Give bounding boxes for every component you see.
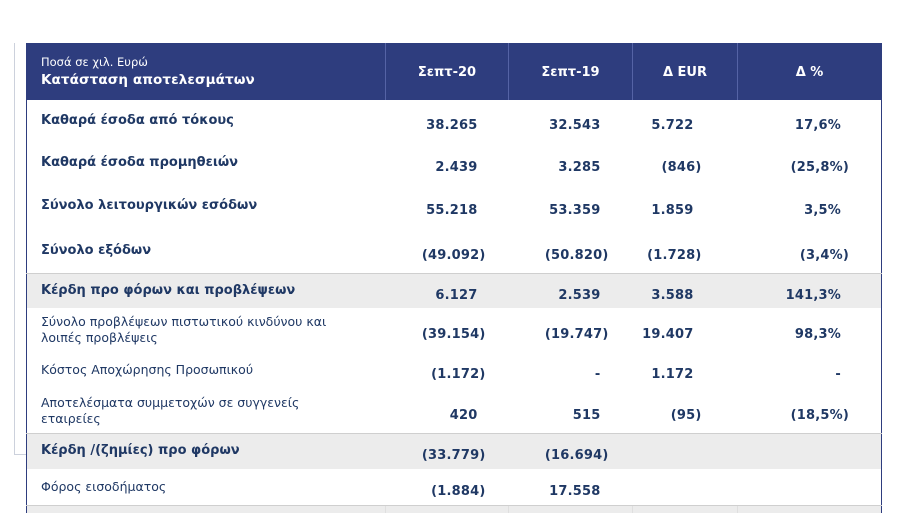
income-statement-table: Ποσά σε χιλ. Ευρώ Κατάσταση αποτελεσμάτω… [26, 43, 882, 513]
value-cell: 2.539 [508, 273, 633, 308]
table-row: Καθαρά έσοδα από τόκους 38.265 32.543 5.… [27, 100, 882, 142]
value-cell: (35.664) [385, 505, 509, 513]
value-cell [737, 433, 882, 469]
row-label: Σύνολο λειτουργικών εσόδων [41, 198, 258, 214]
row-label: Καθαρά έσοδα από τόκους [41, 112, 234, 128]
value-cell: (1.172) [431, 367, 486, 382]
table-row: Κέρδη /(ζημίες) προ φόρων (33.779) (16.6… [26, 433, 882, 469]
value-cell: 53.359 [549, 203, 601, 218]
row-label: Σύνολο προβλέψεων πιστωτικού κινδύνου κα… [41, 313, 327, 345]
column-header-delta-pct: Δ % [737, 43, 882, 100]
value-cell: (39.154) [421, 326, 486, 342]
value-cell: 5.722 [651, 117, 694, 133]
column-header-sept-20: Σεπτ-20 [385, 43, 509, 100]
value-cell [737, 505, 882, 513]
value-cell: 17.558 [549, 483, 601, 499]
row-label: Κόστος Αποχώρησης Προσωπικού [41, 362, 254, 378]
table-title: Κατάσταση αποτελεσμάτων [41, 72, 255, 88]
value-cell: 515 [572, 407, 601, 423]
value-cell: (33.779) [385, 433, 509, 469]
value-cell: (19.747) [544, 326, 609, 342]
table-row: Καθαρά έσοδα προμηθειών 2.439 3.285 (846… [27, 142, 882, 184]
value-cell: 55.218 [426, 203, 478, 218]
value-cell: 2.439 [435, 159, 478, 175]
value-cell [632, 505, 738, 513]
value-cell: 3,5% [804, 203, 841, 218]
value-cell: (95) [670, 407, 702, 423]
value-cell: 3.588 [632, 273, 738, 308]
value-cell: (1.728) [647, 247, 702, 263]
value-cell: (50.820) [544, 247, 609, 263]
row-label: Σύνολο εξόδων [41, 242, 152, 258]
value-cell [632, 433, 738, 469]
value-cell: 17,6% [794, 117, 841, 133]
row-label: Κέρδη προ φόρων και προβλέψεων [26, 273, 386, 308]
table-row: Κέρδη προ φόρων και προβλέψεων 6.127 2.5… [26, 273, 882, 308]
value-cell: 3.285 [558, 159, 601, 175]
row-label: Καθαρά έσοδα προμηθειών [41, 154, 239, 170]
value-cell: - [594, 367, 601, 382]
table-header: Ποσά σε χιλ. Ευρώ Κατάσταση αποτελεσμάτω… [26, 43, 882, 100]
value-cell: (18,5%) [790, 407, 849, 423]
table-row: Φόρος εισοδήματος (1.884) 17.558 [27, 469, 882, 506]
table-row: Κόστος Αποχώρησης Προσωπικού (1.172) - 1… [27, 352, 882, 389]
gridline-left [14, 43, 15, 454]
header-row: Ποσά σε χιλ. Ευρώ Κατάσταση αποτελεσμάτω… [26, 43, 882, 100]
table-row: Κέρδη /(ζημίες) μετά από φόρους (35.664)… [26, 505, 882, 513]
column-header-sept-19: Σεπτ-19 [508, 43, 633, 100]
value-cell: 1.859 [651, 203, 694, 218]
table-row: Σύνολο προβλέψεων πιστωτικού κινδύνου κα… [27, 308, 882, 352]
value-cell: (1.884) [431, 483, 486, 499]
value-cell: 38.265 [426, 117, 478, 133]
table-row: Αποτελέσματα συμμετοχών σε συγγενείς ετα… [27, 389, 882, 434]
value-cell: 420 [449, 407, 478, 423]
row-label: Αποτελέσματα συμμετοχών σε συγγενείς ετα… [41, 394, 300, 426]
value-cell: 6.127 [385, 273, 509, 308]
value-cell: (3,4%) [799, 247, 849, 263]
header-title-cell: Ποσά σε χιλ. Ευρώ Κατάσταση αποτελεσμάτω… [26, 43, 386, 100]
table-row: Σύνολο λειτουργικών εσόδων 55.218 53.359… [27, 184, 882, 229]
value-cell [633, 469, 738, 506]
value-cell: (846) [661, 159, 702, 175]
column-header-delta-eur: Δ EUR [632, 43, 738, 100]
value-cell: (49.092) [421, 247, 486, 263]
value-cell: 0.864 [508, 505, 633, 513]
value-cell: (16.694) [508, 433, 633, 469]
table-body: Καθαρά έσοδα από τόκους 38.265 32.543 5.… [26, 100, 882, 513]
value-cell: 19.407 [642, 326, 694, 342]
value-cell: - [835, 367, 841, 382]
row-label: Φόρος εισοδήματος [41, 478, 167, 494]
value-cell: 141,3% [737, 273, 882, 308]
value-cell: 32.543 [549, 117, 601, 133]
row-label: Κέρδη /(ζημίες) μετά από φόρους [26, 505, 386, 513]
table-row: Σύνολο εξόδων (49.092) (50.820) (1.728) … [27, 229, 882, 274]
row-label: Κέρδη /(ζημίες) προ φόρων [26, 433, 386, 469]
units-label: Ποσά σε χιλ. Ευρώ [41, 55, 148, 69]
value-cell: 1.172 [651, 367, 694, 382]
value-cell [738, 469, 882, 506]
value-cell: (25,8%) [790, 159, 849, 175]
value-cell: 98,3% [794, 326, 841, 342]
